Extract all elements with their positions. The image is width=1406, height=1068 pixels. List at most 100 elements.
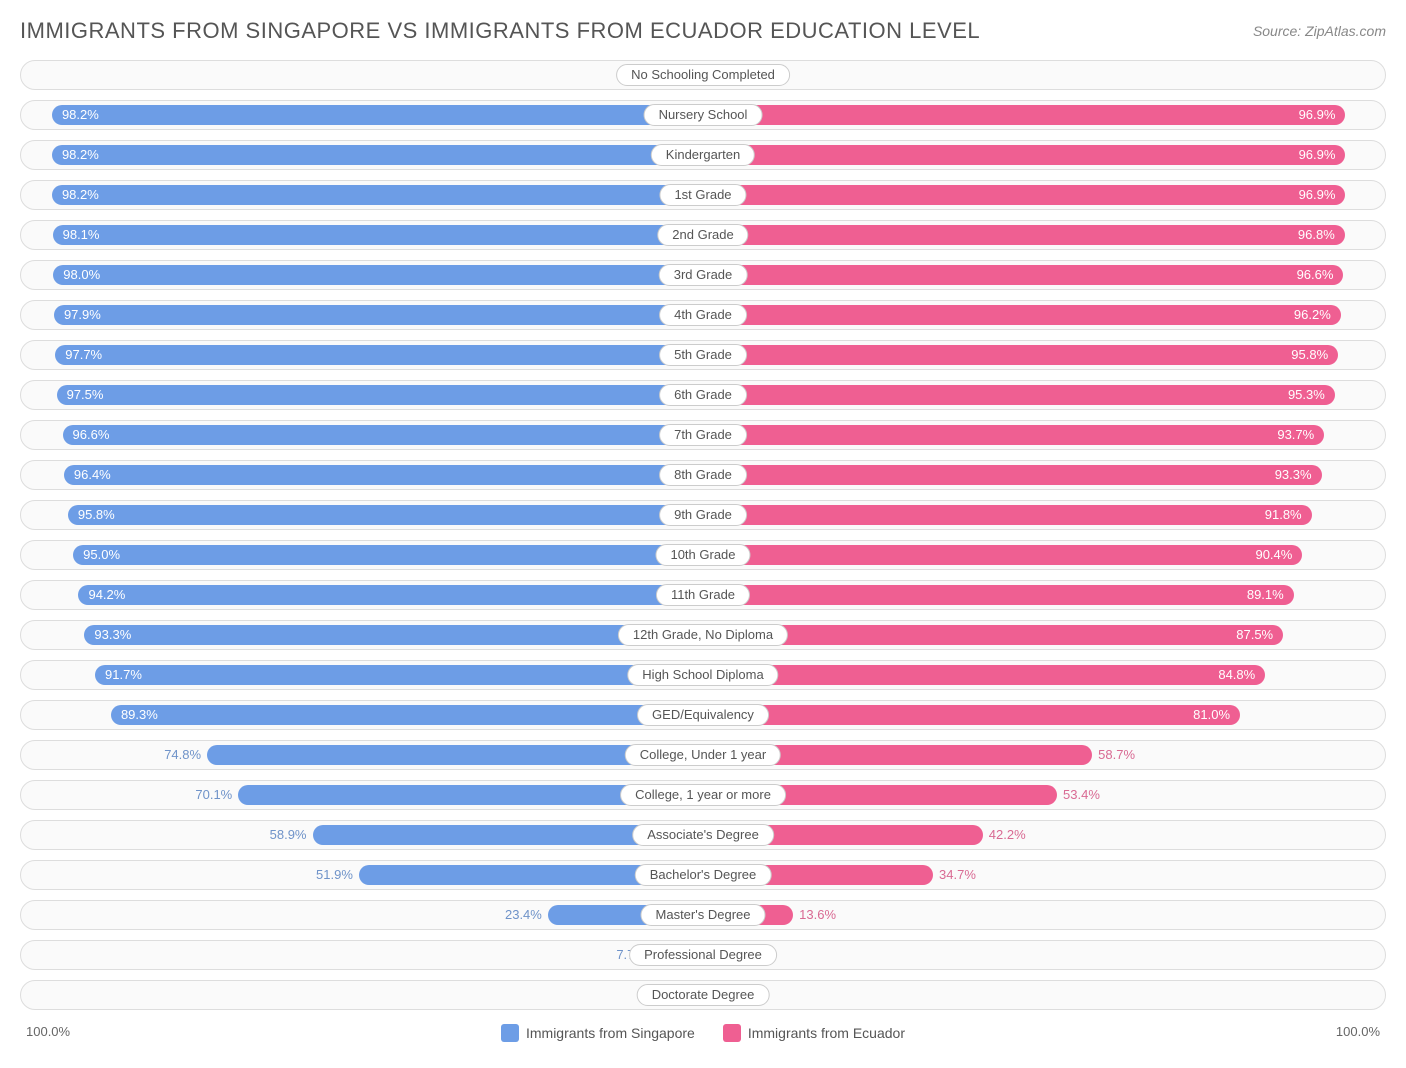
row-label: 11th Grade <box>656 584 750 606</box>
value-left: 74.8% <box>127 745 207 765</box>
value-left: 93.3% <box>84 625 703 645</box>
value-right: 95.3% <box>703 385 1335 405</box>
value-right: 81.0% <box>703 705 1240 725</box>
row-label: College, 1 year or more <box>620 784 786 806</box>
chart-container: IMMIGRANTS FROM SINGAPORE VS IMMIGRANTS … <box>0 0 1406 1068</box>
value-right: 96.9% <box>703 145 1345 165</box>
legend-swatch-right <box>723 1024 741 1042</box>
value-left: 96.6% <box>63 425 703 445</box>
row-label: 7th Grade <box>659 424 747 446</box>
legend-item-right: Immigrants from Ecuador <box>723 1024 905 1042</box>
row-label: GED/Equivalency <box>637 704 769 726</box>
value-left: 97.5% <box>57 385 703 405</box>
row-label: High School Diploma <box>627 664 778 686</box>
row-label: Master's Degree <box>641 904 766 926</box>
value-left: 70.1% <box>158 785 238 805</box>
value-left: 95.8% <box>68 505 703 525</box>
legend-row: 100.0% Immigrants from Singapore Immigra… <box>20 1018 1386 1048</box>
value-right: 13.6% <box>793 905 873 925</box>
value-left: 94.2% <box>78 585 703 605</box>
row-label: 8th Grade <box>659 464 747 486</box>
chart-row: 98.2%96.9%Nursery School <box>20 98 1386 132</box>
chart-row: 1.8%3.1%No Schooling Completed <box>20 58 1386 92</box>
value-right: 96.9% <box>703 185 1345 205</box>
value-right: 96.8% <box>703 225 1345 245</box>
value-right: 84.8% <box>703 665 1265 685</box>
row-label: 1st Grade <box>659 184 746 206</box>
value-left: 23.4% <box>468 905 548 925</box>
value-right: 93.3% <box>703 465 1322 485</box>
value-left: 98.2% <box>52 145 703 165</box>
chart-row: 97.5%95.3%6th Grade <box>20 378 1386 412</box>
chart-row: 98.2%96.9%1st Grade <box>20 178 1386 212</box>
value-left: 98.2% <box>52 185 703 205</box>
chart-row: 58.9% 42.2% Associate's Degree <box>20 818 1386 852</box>
value-right: 96.6% <box>703 265 1343 285</box>
chart-row: 98.1%96.8%2nd Grade <box>20 218 1386 252</box>
chart-row: 89.3%81.0%GED/Equivalency <box>20 698 1386 732</box>
chart-row: 97.7%95.8%5th Grade <box>20 338 1386 372</box>
row-label: College, Under 1 year <box>625 744 781 766</box>
row-label: Doctorate Degree <box>637 984 770 1006</box>
value-left: 97.7% <box>55 345 703 365</box>
chart-row: 97.9%96.2%4th Grade <box>20 298 1386 332</box>
chart-row: 96.4%93.3%8th Grade <box>20 458 1386 492</box>
value-right: 53.4% <box>1057 785 1137 805</box>
value-left: 98.0% <box>53 265 703 285</box>
value-left: 91.7% <box>95 665 703 685</box>
axis-label-left: 100.0% <box>26 1024 70 1039</box>
chart-row: 95.0%90.4%10th Grade <box>20 538 1386 572</box>
value-right: 89.1% <box>703 585 1294 605</box>
value-right: 96.2% <box>703 305 1341 325</box>
chart-row: 98.0%96.6%3rd Grade <box>20 258 1386 292</box>
legend-label-right: Immigrants from Ecuador <box>748 1025 905 1041</box>
chart-row: 94.2%89.1%11th Grade <box>20 578 1386 612</box>
row-label: 6th Grade <box>659 384 747 406</box>
row-label: 4th Grade <box>659 304 747 326</box>
row-label: Nursery School <box>644 104 763 126</box>
chart-row: 98.2%96.9%Kindergarten <box>20 138 1386 172</box>
legend-label-left: Immigrants from Singapore <box>526 1025 695 1041</box>
chart-area: 1.8%3.1%No Schooling Completed98.2%96.9%… <box>20 58 1386 1012</box>
value-right: 93.7% <box>703 425 1324 445</box>
row-label: Associate's Degree <box>632 824 774 846</box>
legend-swatch-left <box>501 1024 519 1042</box>
value-left: 97.9% <box>54 305 703 325</box>
chart-row: 70.1% 53.4% College, 1 year or more <box>20 778 1386 812</box>
row-label: Kindergarten <box>651 144 755 166</box>
value-right: 87.5% <box>703 625 1283 645</box>
chart-row: 93.3%87.5%12th Grade, No Diploma <box>20 618 1386 652</box>
value-left: 51.9% <box>279 865 359 885</box>
chart-row: 74.8% 58.7% College, Under 1 year <box>20 738 1386 772</box>
value-right: 42.2% <box>983 825 1063 845</box>
value-left: 98.2% <box>52 105 703 125</box>
chart-row: 51.9%34.7%Bachelor's Degree <box>20 858 1386 892</box>
legend-center: Immigrants from Singapore Immigrants fro… <box>501 1024 905 1042</box>
row-label: 12th Grade, No Diploma <box>618 624 788 646</box>
value-right: 91.8% <box>703 505 1312 525</box>
legend-item-left: Immigrants from Singapore <box>501 1024 695 1042</box>
value-right: 96.9% <box>703 105 1345 125</box>
row-label: 9th Grade <box>659 504 747 526</box>
chart-row: 91.7%84.8%High School Diploma <box>20 658 1386 692</box>
row-label: No Schooling Completed <box>616 64 790 86</box>
value-right: 90.4% <box>703 545 1302 565</box>
row-label: 10th Grade <box>655 544 750 566</box>
row-label: Bachelor's Degree <box>635 864 772 886</box>
value-left: 58.9% <box>233 825 313 845</box>
chart-row: 3.7%1.4%Doctorate Degree <box>20 978 1386 1012</box>
chart-row: 23.4% 13.6% Master's Degree <box>20 898 1386 932</box>
row-label: 2nd Grade <box>657 224 748 246</box>
header-row: IMMIGRANTS FROM SINGAPORE VS IMMIGRANTS … <box>20 18 1386 44</box>
chart-row: 96.6%93.7%7th Grade <box>20 418 1386 452</box>
chart-row: 7.7%3.8%Professional Degree <box>20 938 1386 972</box>
value-left: 96.4% <box>64 465 703 485</box>
value-right: 95.8% <box>703 345 1338 365</box>
value-right: 58.7% <box>1092 745 1172 765</box>
value-left: 89.3% <box>111 705 703 725</box>
row-label: 3rd Grade <box>659 264 748 286</box>
row-label: Professional Degree <box>629 944 777 966</box>
axis-label-right: 100.0% <box>1336 1024 1380 1039</box>
row-label: 5th Grade <box>659 344 747 366</box>
source-label: Source: ZipAtlas.com <box>1253 23 1386 39</box>
